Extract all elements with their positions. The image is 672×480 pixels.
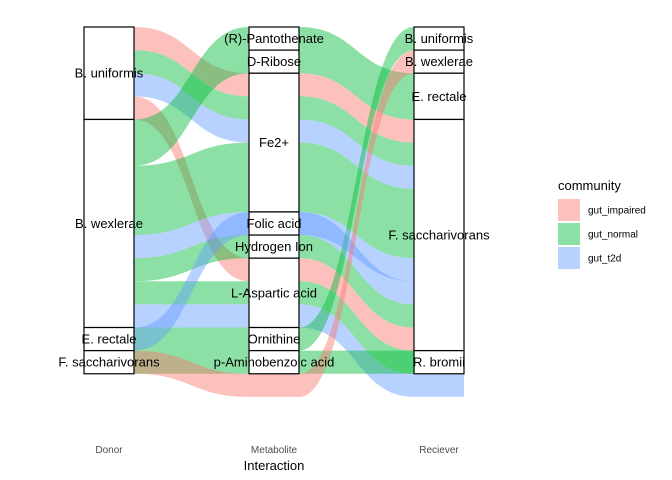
flow-gut_normal xyxy=(134,188,249,236)
x-axis: Donor Metabolite Reciever xyxy=(95,445,459,456)
flow-gut_t2d xyxy=(134,73,249,143)
flow-gut_impaired xyxy=(134,350,249,397)
stratum-label: Folic acid xyxy=(247,216,302,231)
flow-gut_normal xyxy=(299,27,414,351)
flow-gut_normal xyxy=(299,96,414,166)
flow-gut_normal xyxy=(299,281,414,374)
stratum-box xyxy=(413,118,465,352)
flow-gut_t2d xyxy=(299,211,414,282)
stratum-box xyxy=(83,118,135,329)
legend: community gut_impaired gut_normal gut_t2d xyxy=(558,178,646,269)
stratum-label: B. uniformis xyxy=(405,31,474,46)
stratum-box xyxy=(83,350,135,375)
flow-gut_normal xyxy=(299,50,414,120)
flow-gut_normal xyxy=(134,165,249,212)
stratum-box xyxy=(248,350,300,375)
stratum-box xyxy=(83,26,135,121)
flow-gut_normal xyxy=(299,27,414,97)
flow-gut_normal xyxy=(134,235,249,282)
stratum-box xyxy=(248,257,300,329)
flow-gut_normal xyxy=(299,350,414,374)
flow-gut_normal xyxy=(134,50,249,120)
flow-gut_t2d xyxy=(299,119,414,189)
x-tick-label: Donor xyxy=(95,445,123,456)
stratum-box xyxy=(413,72,465,121)
x-axis-title: Interaction xyxy=(244,458,305,473)
flow-gut_normal xyxy=(134,281,249,305)
flow-gut_impaired xyxy=(299,73,414,143)
legend-label: gut_normal xyxy=(588,230,638,241)
strata-layer: B. uniformis B. wexlerae E. rectale F. sacc… xyxy=(58,26,490,375)
stratum-label: p-Aminobenzoic acid xyxy=(214,355,335,370)
legend-label: gut_impaired xyxy=(588,206,646,217)
stratum-label: E. rectale xyxy=(412,89,467,104)
flow-gut_normal xyxy=(299,142,414,212)
flow-gut_impaired xyxy=(299,258,414,351)
flow-gut_normal xyxy=(134,27,249,143)
legend-swatch xyxy=(558,247,580,269)
stratum-label: D-Ribose xyxy=(247,54,301,69)
flow-gut_normal xyxy=(134,50,249,166)
flow-gut_normal xyxy=(299,235,414,328)
flow-gut_normal xyxy=(134,350,249,374)
flow-gut_normal xyxy=(299,165,414,236)
flow-gut_normal xyxy=(134,327,249,351)
stratum-label: F. saccharivorans xyxy=(388,228,490,243)
flow-gut_impaired xyxy=(134,96,249,282)
flow-gut_normal xyxy=(299,188,414,259)
stratum-label: B. wexlerae xyxy=(75,216,143,231)
stratum-label: B. uniformis xyxy=(75,66,144,81)
x-tick-label: Reciever xyxy=(419,445,459,456)
flow-gut_t2d xyxy=(134,211,249,351)
stratum-label: (R)-Pantothenate xyxy=(224,31,324,46)
stratum-label: R. bromii xyxy=(413,355,465,370)
flow-gut_t2d xyxy=(134,211,249,259)
flow-lode xyxy=(249,373,299,397)
legend-label: gut_t2d xyxy=(588,254,621,265)
flow-gut_impaired xyxy=(134,27,249,97)
stratum-label: Hydrogen Ion xyxy=(235,239,313,254)
stratum-label: Ornithine xyxy=(248,332,301,347)
flow-gut_impaired xyxy=(299,50,414,397)
flow-gut_t2d xyxy=(299,304,414,397)
stratum-label: B. wexlerae xyxy=(405,54,473,69)
stratum-box xyxy=(413,350,465,375)
stratum-label: E. rectale xyxy=(82,332,137,347)
legend-swatch xyxy=(558,199,580,221)
x-tick-label: Metabolite xyxy=(251,445,298,456)
flow-gut_t2d xyxy=(134,304,249,328)
legend-swatch xyxy=(558,223,580,245)
flow-gut_normal xyxy=(134,142,249,189)
flow-gut_t2d xyxy=(299,211,414,305)
legend-title: community xyxy=(558,178,621,193)
stratum-label: Fe2+ xyxy=(259,135,289,150)
flow-lode xyxy=(414,373,464,397)
stratum-label: L-Aspartic acid xyxy=(231,285,317,300)
stratum-label: F. saccharivorans xyxy=(58,355,160,370)
